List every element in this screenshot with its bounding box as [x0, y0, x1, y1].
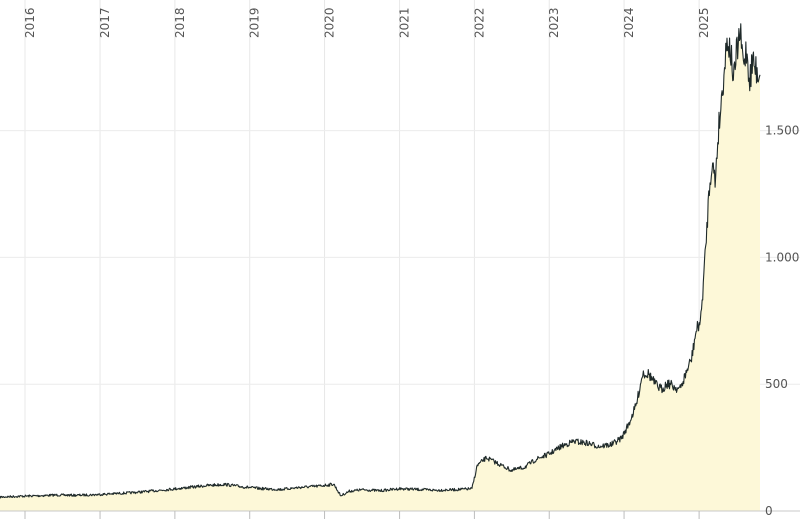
- series-area-fill: [0, 23, 760, 512]
- y-tick-label-500: 500: [765, 377, 788, 391]
- x-tick-label-2016: 2016: [23, 7, 37, 38]
- y-axis-tick-labels: 0 500 1.000 1.500: [765, 124, 799, 518]
- x-axis-ticks: [24, 511, 700, 519]
- x-tick-label-2024: 2024: [622, 7, 636, 38]
- x-tick-label-2021: 2021: [398, 7, 412, 38]
- x-tick-label-2023: 2023: [547, 7, 561, 38]
- x-tick-label-2025: 2025: [697, 7, 711, 38]
- x-tick-label-2019: 2019: [248, 7, 262, 38]
- x-tick-label-2022: 2022: [472, 7, 486, 38]
- x-tick-label-2017: 2017: [98, 7, 112, 38]
- x-tick-label-2020: 2020: [323, 7, 337, 38]
- y-tick-label-1000: 1.000: [765, 250, 799, 264]
- x-tick-label-2018: 2018: [173, 7, 187, 38]
- series-line: [0, 23, 761, 499]
- y-tick-label-1500: 1.500: [765, 124, 799, 138]
- x-axis-tick-labels: 2016 2017 2018 2019 2020 2021 2022 2023 2024 2025: [23, 7, 711, 38]
- y-tick-label-0: 0: [765, 504, 773, 518]
